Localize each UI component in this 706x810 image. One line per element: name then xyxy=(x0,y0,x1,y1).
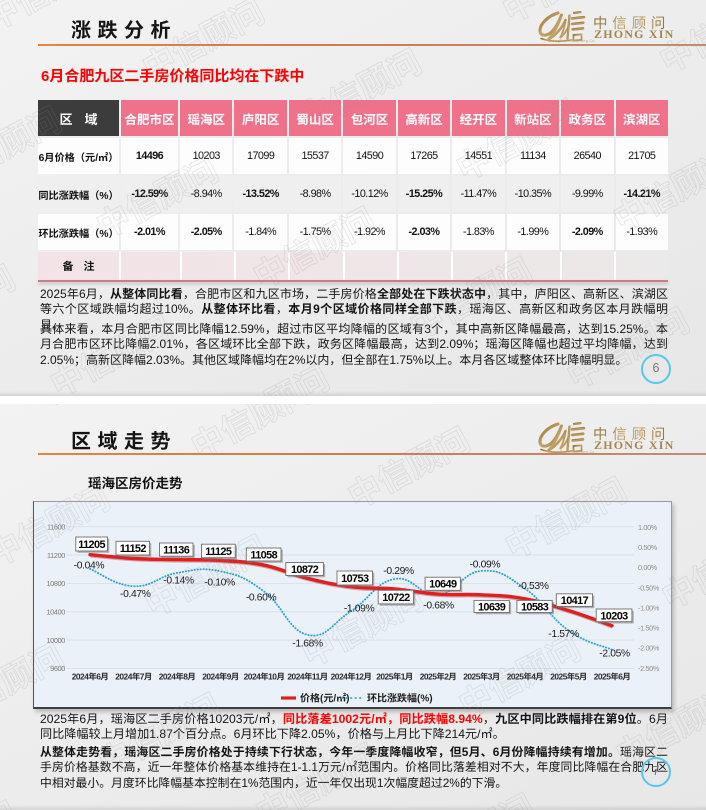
svg-text:2024年7月: 2024年7月 xyxy=(115,672,152,682)
svg-text:-1.09%: -1.09% xyxy=(344,603,375,614)
svg-text:10000: 10000 xyxy=(46,636,65,645)
svg-text:11200: 11200 xyxy=(47,551,65,560)
svg-text:2024年12月: 2024年12月 xyxy=(331,672,372,682)
svg-text:10722: 10722 xyxy=(382,592,410,604)
svg-text:-2.05%: -2.05% xyxy=(599,649,630,660)
svg-text:10753: 10753 xyxy=(341,573,369,585)
svg-text:中信顾问: 中信顾问 xyxy=(181,404,320,468)
svg-text:11136: 11136 xyxy=(163,545,190,557)
svg-text:中信顾问: 中信顾问 xyxy=(24,404,163,418)
svg-text:9600: 9600 xyxy=(50,664,65,673)
svg-text:1.00%: 1.00% xyxy=(638,523,658,532)
svg-text:2024年10月: 2024年10月 xyxy=(244,672,285,682)
svg-text:-0.60%: -0.60% xyxy=(246,592,277,603)
svg-text:-0.53%: -0.53% xyxy=(518,581,549,592)
svg-text:-1.00%: -1.00% xyxy=(638,604,660,613)
svg-text:2025年5月: 2025年5月 xyxy=(550,672,587,682)
svg-text:2024年6月: 2024年6月 xyxy=(72,672,109,682)
svg-text:2024年11月: 2024年11月 xyxy=(287,672,327,682)
svg-text:2024年8月: 2024年8月 xyxy=(159,672,196,682)
svg-text:-0.29%: -0.29% xyxy=(383,566,414,577)
svg-text:10872: 10872 xyxy=(291,564,319,576)
svg-text:11600: 11600 xyxy=(47,523,65,532)
svg-text:10203: 10203 xyxy=(600,610,628,622)
svg-text:中信顾问: 中信顾问 xyxy=(541,404,680,410)
svg-text:11205: 11205 xyxy=(78,539,105,551)
svg-text:11125: 11125 xyxy=(205,546,232,558)
svg-text:11152: 11152 xyxy=(120,543,147,555)
svg-text:2025年6月: 2025年6月 xyxy=(594,672,631,682)
svg-text:0.50%: 0.50% xyxy=(638,543,658,552)
svg-text:中信顾问: 中信顾问 xyxy=(0,252,23,356)
svg-text:10400: 10400 xyxy=(46,608,65,617)
svg-text:-0.50%: -0.50% xyxy=(638,583,660,592)
svg-text:-0.14%: -0.14% xyxy=(163,575,194,586)
svg-text:10583: 10583 xyxy=(521,601,549,613)
svg-text:-0.04%: -0.04% xyxy=(74,561,105,572)
svg-text:10639: 10639 xyxy=(478,601,506,613)
svg-text:价格(元/㎡): 价格(元/㎡) xyxy=(300,693,349,705)
svg-text:2024年9月: 2024年9月 xyxy=(202,672,239,682)
svg-text:11058: 11058 xyxy=(250,549,277,561)
svg-text:环比涨跌幅(%): 环比涨跌幅(%) xyxy=(367,693,433,705)
svg-text:-1.57%: -1.57% xyxy=(548,629,579,640)
svg-text:2025年2月: 2025年2月 xyxy=(420,672,457,682)
svg-text:-0.09%: -0.09% xyxy=(470,559,501,570)
svg-text:-2.50%: -2.50% xyxy=(638,664,660,673)
svg-text:2025年3月: 2025年3月 xyxy=(463,672,500,682)
svg-text:-1.50%: -1.50% xyxy=(638,624,660,633)
svg-text:10800: 10800 xyxy=(46,579,65,588)
svg-text:2025年4月: 2025年4月 xyxy=(507,672,544,682)
svg-text:10417: 10417 xyxy=(561,595,589,607)
svg-text:2025年1月: 2025年1月 xyxy=(376,672,413,682)
svg-text:-2.00%: -2.00% xyxy=(638,644,660,653)
svg-text:10649: 10649 xyxy=(429,579,457,591)
svg-text:-0.47%: -0.47% xyxy=(120,589,151,600)
svg-text:-0.10%: -0.10% xyxy=(204,578,235,589)
svg-text:-0.68%: -0.68% xyxy=(423,601,454,612)
svg-text:-1.68%: -1.68% xyxy=(292,639,323,650)
svg-text:0.00%: 0.00% xyxy=(638,563,658,572)
